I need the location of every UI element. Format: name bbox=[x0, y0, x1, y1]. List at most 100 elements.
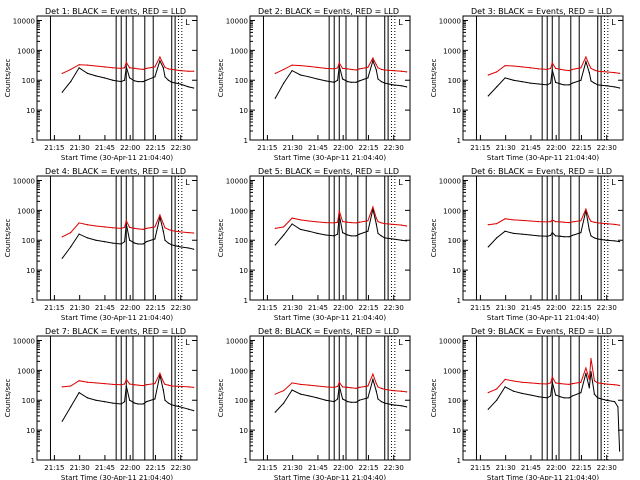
events-point bbox=[551, 69, 553, 71]
lld-point bbox=[406, 225, 408, 227]
y-tick-label: 1000 bbox=[443, 207, 461, 215]
lld-point bbox=[372, 57, 374, 59]
panel-det-7: Det 7: BLACK = Events, RED = LLD 1 10 100 10… bbox=[4, 327, 198, 480]
lld-point bbox=[78, 222, 80, 224]
lld-point bbox=[400, 224, 403, 226]
panel-title: Det 9: BLACK = Events, RED = LLD bbox=[471, 327, 612, 336]
lld-point bbox=[283, 390, 285, 392]
lld-point bbox=[134, 67, 136, 69]
lld-point bbox=[316, 66, 318, 68]
lld-point bbox=[120, 67, 122, 69]
lld-point bbox=[103, 226, 105, 228]
y-tick-label: 10000 bbox=[439, 177, 461, 185]
events-series-line bbox=[274, 208, 407, 246]
lld-point bbox=[333, 222, 335, 224]
events-point bbox=[123, 241, 126, 243]
x-axis-label: Start Time (30-Apr-11 21:04:40) bbox=[274, 474, 386, 480]
events-point bbox=[164, 399, 166, 401]
events-point bbox=[571, 395, 574, 397]
events-point bbox=[112, 402, 114, 404]
lld-point bbox=[123, 226, 126, 228]
events-series-line bbox=[274, 377, 407, 413]
y-tick-label: 1 bbox=[244, 457, 248, 465]
y-axis-label: Counts/sec bbox=[430, 379, 438, 418]
x-tick-label: 22:15 bbox=[358, 144, 378, 152]
events-point bbox=[555, 235, 557, 237]
lld-point bbox=[563, 69, 565, 71]
events-point bbox=[338, 385, 340, 387]
events-point bbox=[375, 390, 377, 392]
events-point bbox=[120, 403, 122, 405]
lld-point bbox=[487, 74, 489, 76]
x-tick-label: 21:15 bbox=[44, 304, 64, 312]
lld-point bbox=[193, 386, 195, 388]
x-tick-label: 21:15 bbox=[44, 144, 64, 152]
events-point bbox=[551, 381, 553, 383]
y-tick-label: 10000 bbox=[226, 337, 248, 345]
y-tick-label: 10 bbox=[26, 427, 35, 435]
events-point bbox=[555, 81, 557, 83]
events-point bbox=[563, 84, 565, 86]
events-point bbox=[512, 79, 515, 81]
x-axis-label: Start Time (30-Apr-11 21:04:40) bbox=[61, 314, 173, 322]
events-point bbox=[590, 371, 592, 373]
lld-point bbox=[61, 72, 63, 74]
lld-point bbox=[70, 68, 72, 71]
lld-point bbox=[187, 232, 190, 234]
lld-point bbox=[193, 70, 195, 72]
corner-marker-label: L bbox=[185, 338, 190, 347]
events-point bbox=[571, 82, 574, 84]
events-point bbox=[70, 81, 72, 83]
events-point bbox=[164, 76, 166, 78]
events-point bbox=[580, 392, 582, 394]
y-tick-label: 10 bbox=[239, 427, 248, 435]
x-tick-label: 22:00 bbox=[120, 144, 140, 152]
events-point bbox=[134, 242, 136, 244]
events-point bbox=[372, 378, 374, 380]
events-point bbox=[560, 83, 562, 85]
events-point bbox=[95, 239, 97, 241]
events-point bbox=[308, 395, 310, 397]
events-point bbox=[375, 223, 377, 225]
events-point bbox=[61, 257, 63, 259]
events-point bbox=[355, 81, 357, 83]
events-point bbox=[325, 399, 327, 401]
plot-frame bbox=[249, 15, 411, 141]
events-point bbox=[560, 235, 562, 237]
events-point bbox=[585, 372, 587, 374]
x-tick-label: 22:00 bbox=[333, 144, 353, 152]
lld-point bbox=[179, 231, 181, 233]
y-tick-label: 1000 bbox=[230, 207, 248, 215]
events-point bbox=[377, 232, 379, 234]
corner-marker-label: L bbox=[398, 338, 403, 347]
events-point bbox=[350, 81, 352, 83]
events-point bbox=[512, 232, 515, 234]
events-point bbox=[316, 397, 318, 399]
lld-point bbox=[555, 382, 557, 384]
events-point bbox=[78, 392, 80, 394]
events-point bbox=[597, 238, 599, 240]
lld-point bbox=[538, 221, 540, 223]
events-point bbox=[103, 241, 105, 243]
events-point bbox=[588, 72, 590, 74]
events-point bbox=[590, 235, 592, 237]
events-point bbox=[137, 81, 139, 83]
events-point bbox=[283, 82, 285, 84]
lld-point bbox=[551, 219, 553, 221]
events-point bbox=[400, 85, 403, 87]
y-tick-label: 1000 bbox=[17, 367, 35, 375]
corner-marker-label: L bbox=[398, 18, 403, 27]
lld-point bbox=[137, 68, 139, 70]
events-series-line bbox=[61, 59, 194, 93]
x-tick-label: 22:15 bbox=[145, 144, 165, 152]
lld-point bbox=[193, 232, 195, 234]
lld-point bbox=[164, 227, 166, 229]
x-tick-label: 21:30 bbox=[283, 464, 303, 472]
lld-point bbox=[350, 68, 352, 71]
y-tick-label: 10 bbox=[452, 107, 461, 115]
lld-point bbox=[103, 383, 105, 385]
y-tick-label: 1000 bbox=[230, 367, 248, 375]
events-point bbox=[605, 399, 607, 401]
events-point bbox=[563, 236, 565, 238]
events-point bbox=[336, 79, 339, 81]
